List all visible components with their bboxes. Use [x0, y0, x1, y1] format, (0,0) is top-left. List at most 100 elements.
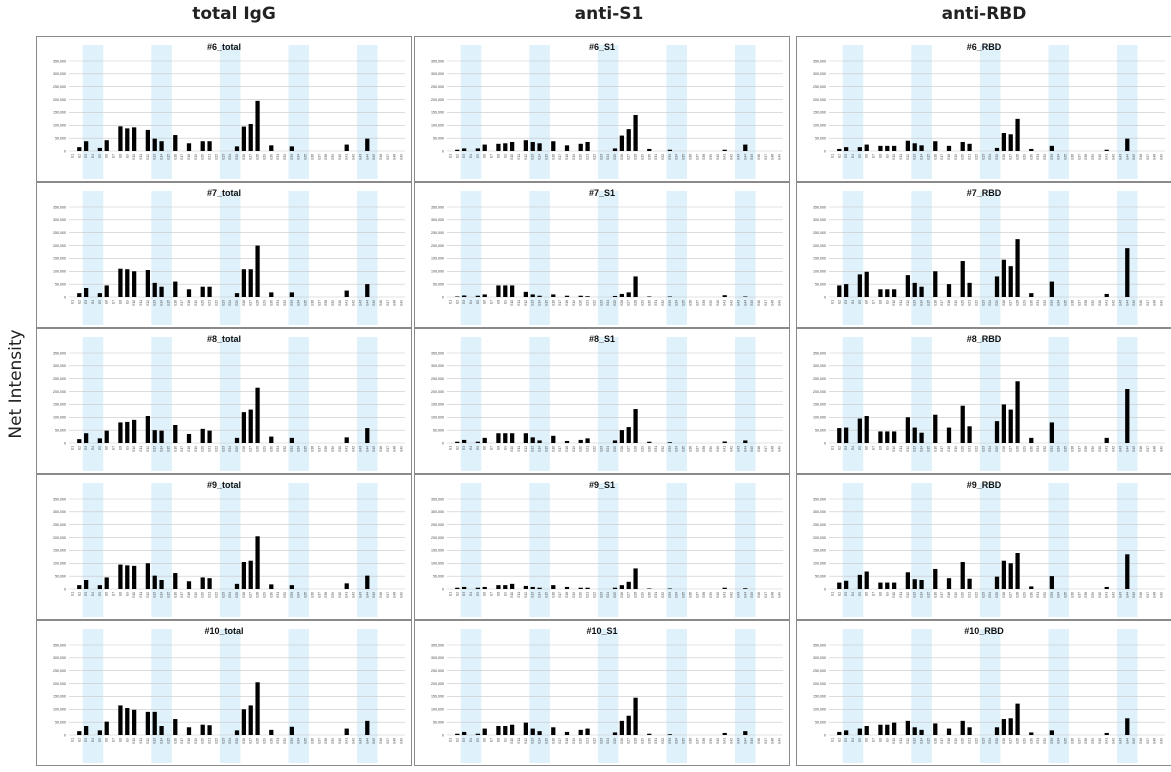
- x-tick-label: E36: [310, 300, 314, 306]
- bar: [125, 421, 130, 443]
- category-band: [219, 45, 241, 179]
- x-tick-label: E39: [1091, 738, 1095, 744]
- x-tick-label: E44: [1125, 592, 1129, 598]
- chart-panel: 350,000 300,000 250,000 200,000 150,000 100,0…: [796, 620, 1171, 766]
- x-tick-label: E29: [640, 300, 644, 306]
- x-tick-label: E28: [256, 592, 260, 598]
- x-tick-label: E39: [331, 300, 335, 306]
- x-tick-label: E38: [702, 154, 706, 160]
- x-tick-label: E29: [262, 592, 266, 598]
- x-tick-label: E31: [654, 446, 658, 452]
- x-tick-label: E35: [682, 446, 686, 452]
- x-tick-label: E15: [544, 154, 548, 160]
- x-tick-label: E14: [920, 592, 924, 598]
- x-tick-label: E11: [899, 738, 903, 744]
- bar: [510, 724, 515, 735]
- x-tick-label: E30: [647, 738, 651, 744]
- y-tick-label: 300,000: [53, 72, 66, 76]
- y-tick-label: 250,000: [53, 231, 66, 235]
- bar: [530, 728, 535, 735]
- bar: [633, 276, 638, 297]
- x-tick-label: E30: [647, 592, 651, 598]
- x-tick-label: E7: [112, 300, 116, 304]
- x-tick-label: E29: [640, 154, 644, 160]
- x-tick-label: E16: [551, 300, 555, 306]
- x-tick-label: E31: [1036, 446, 1040, 452]
- x-tick-label: E6: [105, 592, 109, 596]
- x-tick-label: E40: [716, 154, 720, 160]
- y-tick-label: 50,000: [433, 720, 444, 724]
- x-tick-label: E47: [1146, 446, 1150, 452]
- chart-svg: 350,000 300,000 250,000 200,000 150,000 100,0…: [431, 334, 783, 471]
- x-tick-label: E33: [668, 154, 672, 160]
- bar: [946, 145, 952, 151]
- y-tick-label: 250,000: [813, 523, 826, 527]
- x-tick-label: E20: [961, 738, 965, 744]
- x-tick-label: E33: [668, 738, 672, 744]
- bar: [200, 141, 205, 151]
- bar: [84, 726, 89, 735]
- x-tick-label: E31: [1036, 154, 1040, 160]
- x-tick-label: E13: [153, 446, 157, 452]
- x-tick-label: E30: [1029, 738, 1033, 744]
- x-tick-label: E22: [214, 738, 218, 744]
- x-tick-label: E10: [892, 738, 896, 744]
- bar: [365, 284, 370, 297]
- x-tick-label: E42: [1112, 446, 1116, 452]
- bar: [722, 441, 727, 443]
- bar: [722, 732, 727, 735]
- x-tick-label: E33: [668, 592, 672, 598]
- x-tick-label: E12: [524, 154, 528, 160]
- x-tick-label: E5: [476, 738, 480, 742]
- bar: [77, 731, 82, 735]
- y-tick-label: 200,000: [53, 98, 66, 102]
- chart-panel: 350,000 300,000 250,000 200,000 150,000 100,0…: [414, 182, 790, 328]
- bar: [578, 439, 583, 443]
- bar: [743, 296, 748, 297]
- x-tick-label: E44: [1125, 446, 1129, 452]
- x-tick-label: E34: [675, 592, 679, 598]
- chart-svg: 350,000 300,000 250,000 200,000 150,000 100,0…: [53, 334, 405, 471]
- x-tick-label: E13: [153, 592, 157, 598]
- x-tick-label: E14: [538, 154, 542, 160]
- x-tick-label: E28: [256, 300, 260, 306]
- y-tick-label: 0: [824, 441, 826, 445]
- y-tick-label: 150,000: [53, 695, 66, 699]
- bar: [967, 426, 972, 443]
- x-tick-label: E3: [84, 738, 88, 742]
- bar: [892, 431, 897, 443]
- bar: [892, 145, 897, 151]
- x-tick-label: E15: [166, 738, 170, 744]
- x-tick-label: E49: [1160, 738, 1164, 744]
- bar: [994, 576, 1000, 589]
- x-tick-label: E46: [757, 300, 761, 306]
- x-tick-label: E2: [77, 154, 81, 158]
- x-tick-label: E1: [448, 738, 452, 742]
- bar: [530, 294, 535, 297]
- y-tick-label: 0: [64, 441, 66, 445]
- x-tick-label: E2: [77, 738, 81, 742]
- x-tick-label: E28: [634, 154, 638, 160]
- x-tick-label: E8: [878, 154, 882, 158]
- bar: [97, 293, 102, 297]
- bar: [946, 427, 952, 443]
- x-tick-label: E35: [304, 738, 308, 744]
- y-tick-label: 150,000: [431, 257, 444, 261]
- x-tick-label: E49: [1160, 154, 1164, 160]
- bar: [1008, 266, 1013, 297]
- x-tick-label: E38: [324, 738, 328, 744]
- x-tick-label: E24: [606, 592, 610, 598]
- x-tick-label: E46: [1139, 300, 1143, 306]
- y-tick-label: 250,000: [53, 669, 66, 673]
- x-tick-label: E39: [709, 738, 713, 744]
- x-tick-label: E15: [544, 738, 548, 744]
- panel-title: #6_total: [207, 42, 241, 52]
- x-tick-label: E45: [750, 446, 754, 452]
- bar: [255, 536, 260, 589]
- y-tick-label: 150,000: [53, 257, 66, 261]
- y-tick-label: 0: [824, 733, 826, 737]
- bar: [104, 285, 109, 297]
- y-tick-label: 350,000: [53, 59, 66, 63]
- x-tick-label: E41: [345, 154, 349, 160]
- category-band: [666, 45, 687, 179]
